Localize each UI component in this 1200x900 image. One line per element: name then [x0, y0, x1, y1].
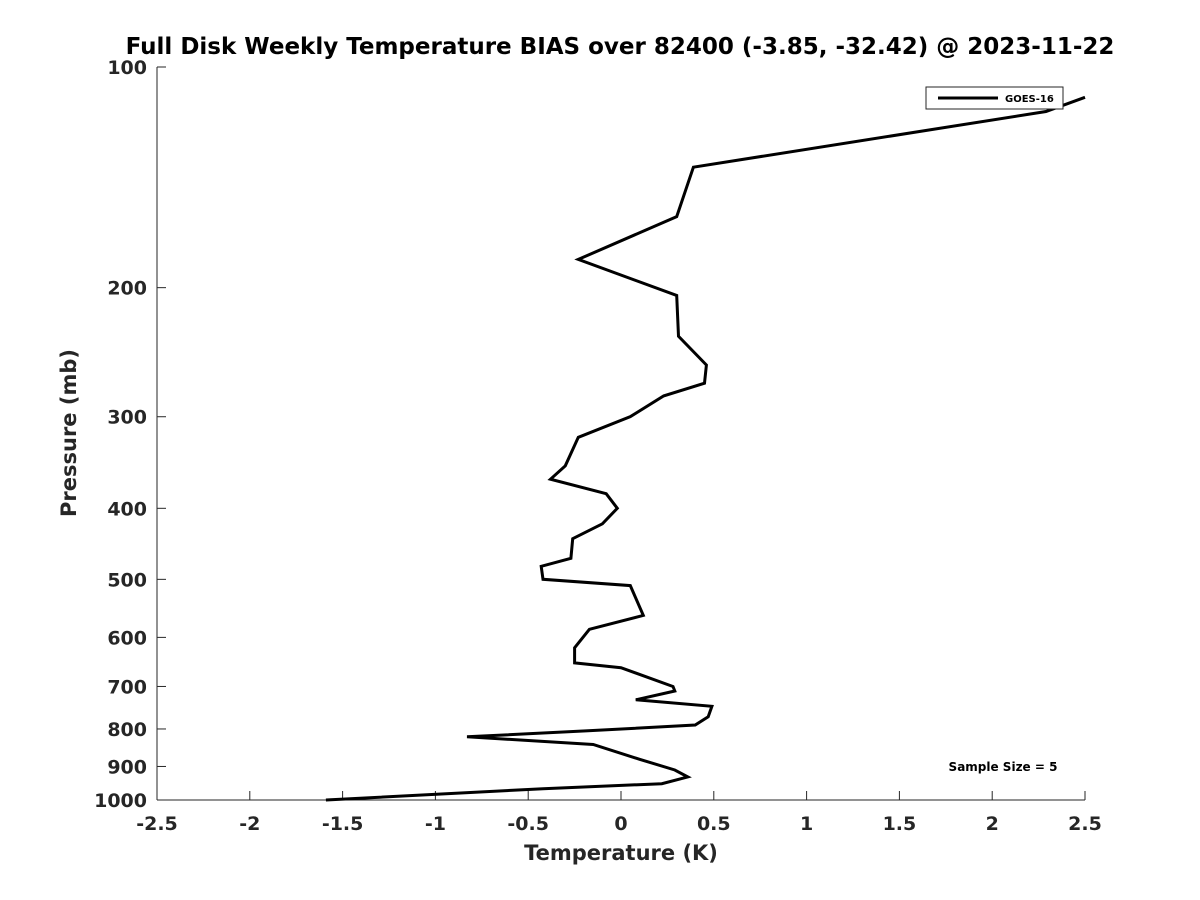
y-tick-label: 300: [107, 407, 147, 429]
y-tick-label: 700: [107, 676, 147, 698]
y-axis-label: Pressure (mb): [57, 349, 81, 517]
x-tick-label: 1: [800, 813, 813, 835]
legend: GOES-16: [925, 86, 1064, 110]
x-ticks: -2.5 -2 -1.5 -1 -0.5 0 0.5 1 1.5 2 2.5: [136, 791, 1102, 835]
y-tick-label: 900: [107, 756, 147, 778]
x-tick-label: 0: [614, 813, 627, 835]
x-axis-label: Temperature (K): [524, 841, 718, 865]
x-tick-label: 2.5: [1068, 813, 1102, 835]
x-tick-label: -1.5: [322, 813, 364, 835]
y-tick-label: 1000: [94, 790, 147, 812]
y-tick-label: 600: [107, 627, 147, 649]
series-group: [325, 95, 1086, 802]
y-tick-label: 400: [107, 498, 147, 520]
y-tick-label: 100: [107, 57, 147, 79]
y-tick-label: 200: [107, 278, 147, 300]
x-tick-label: -2: [239, 813, 260, 835]
x-tick-label: -2.5: [136, 813, 178, 835]
x-tick-label: 0.5: [697, 813, 731, 835]
y-tick-label: 500: [107, 569, 147, 591]
x-tick-label: -1: [425, 813, 446, 835]
x-tick-label: -0.5: [507, 813, 549, 835]
axes: [156, 67, 1085, 801]
y-tick-label: 800: [107, 719, 147, 741]
series-line-goes-16: [325, 95, 1086, 802]
x-tick-label: 2: [986, 813, 999, 835]
y-ticks: 100 200 300 400 500 600 700 800 900 1000: [94, 57, 166, 812]
x-tick-label: 1.5: [883, 813, 917, 835]
sample-size-annotation: Sample Size = 5: [949, 760, 1058, 774]
chart-title: Full Disk Weekly Temperature BIAS over 8…: [126, 34, 1115, 60]
legend-label: GOES-16: [1005, 94, 1054, 105]
